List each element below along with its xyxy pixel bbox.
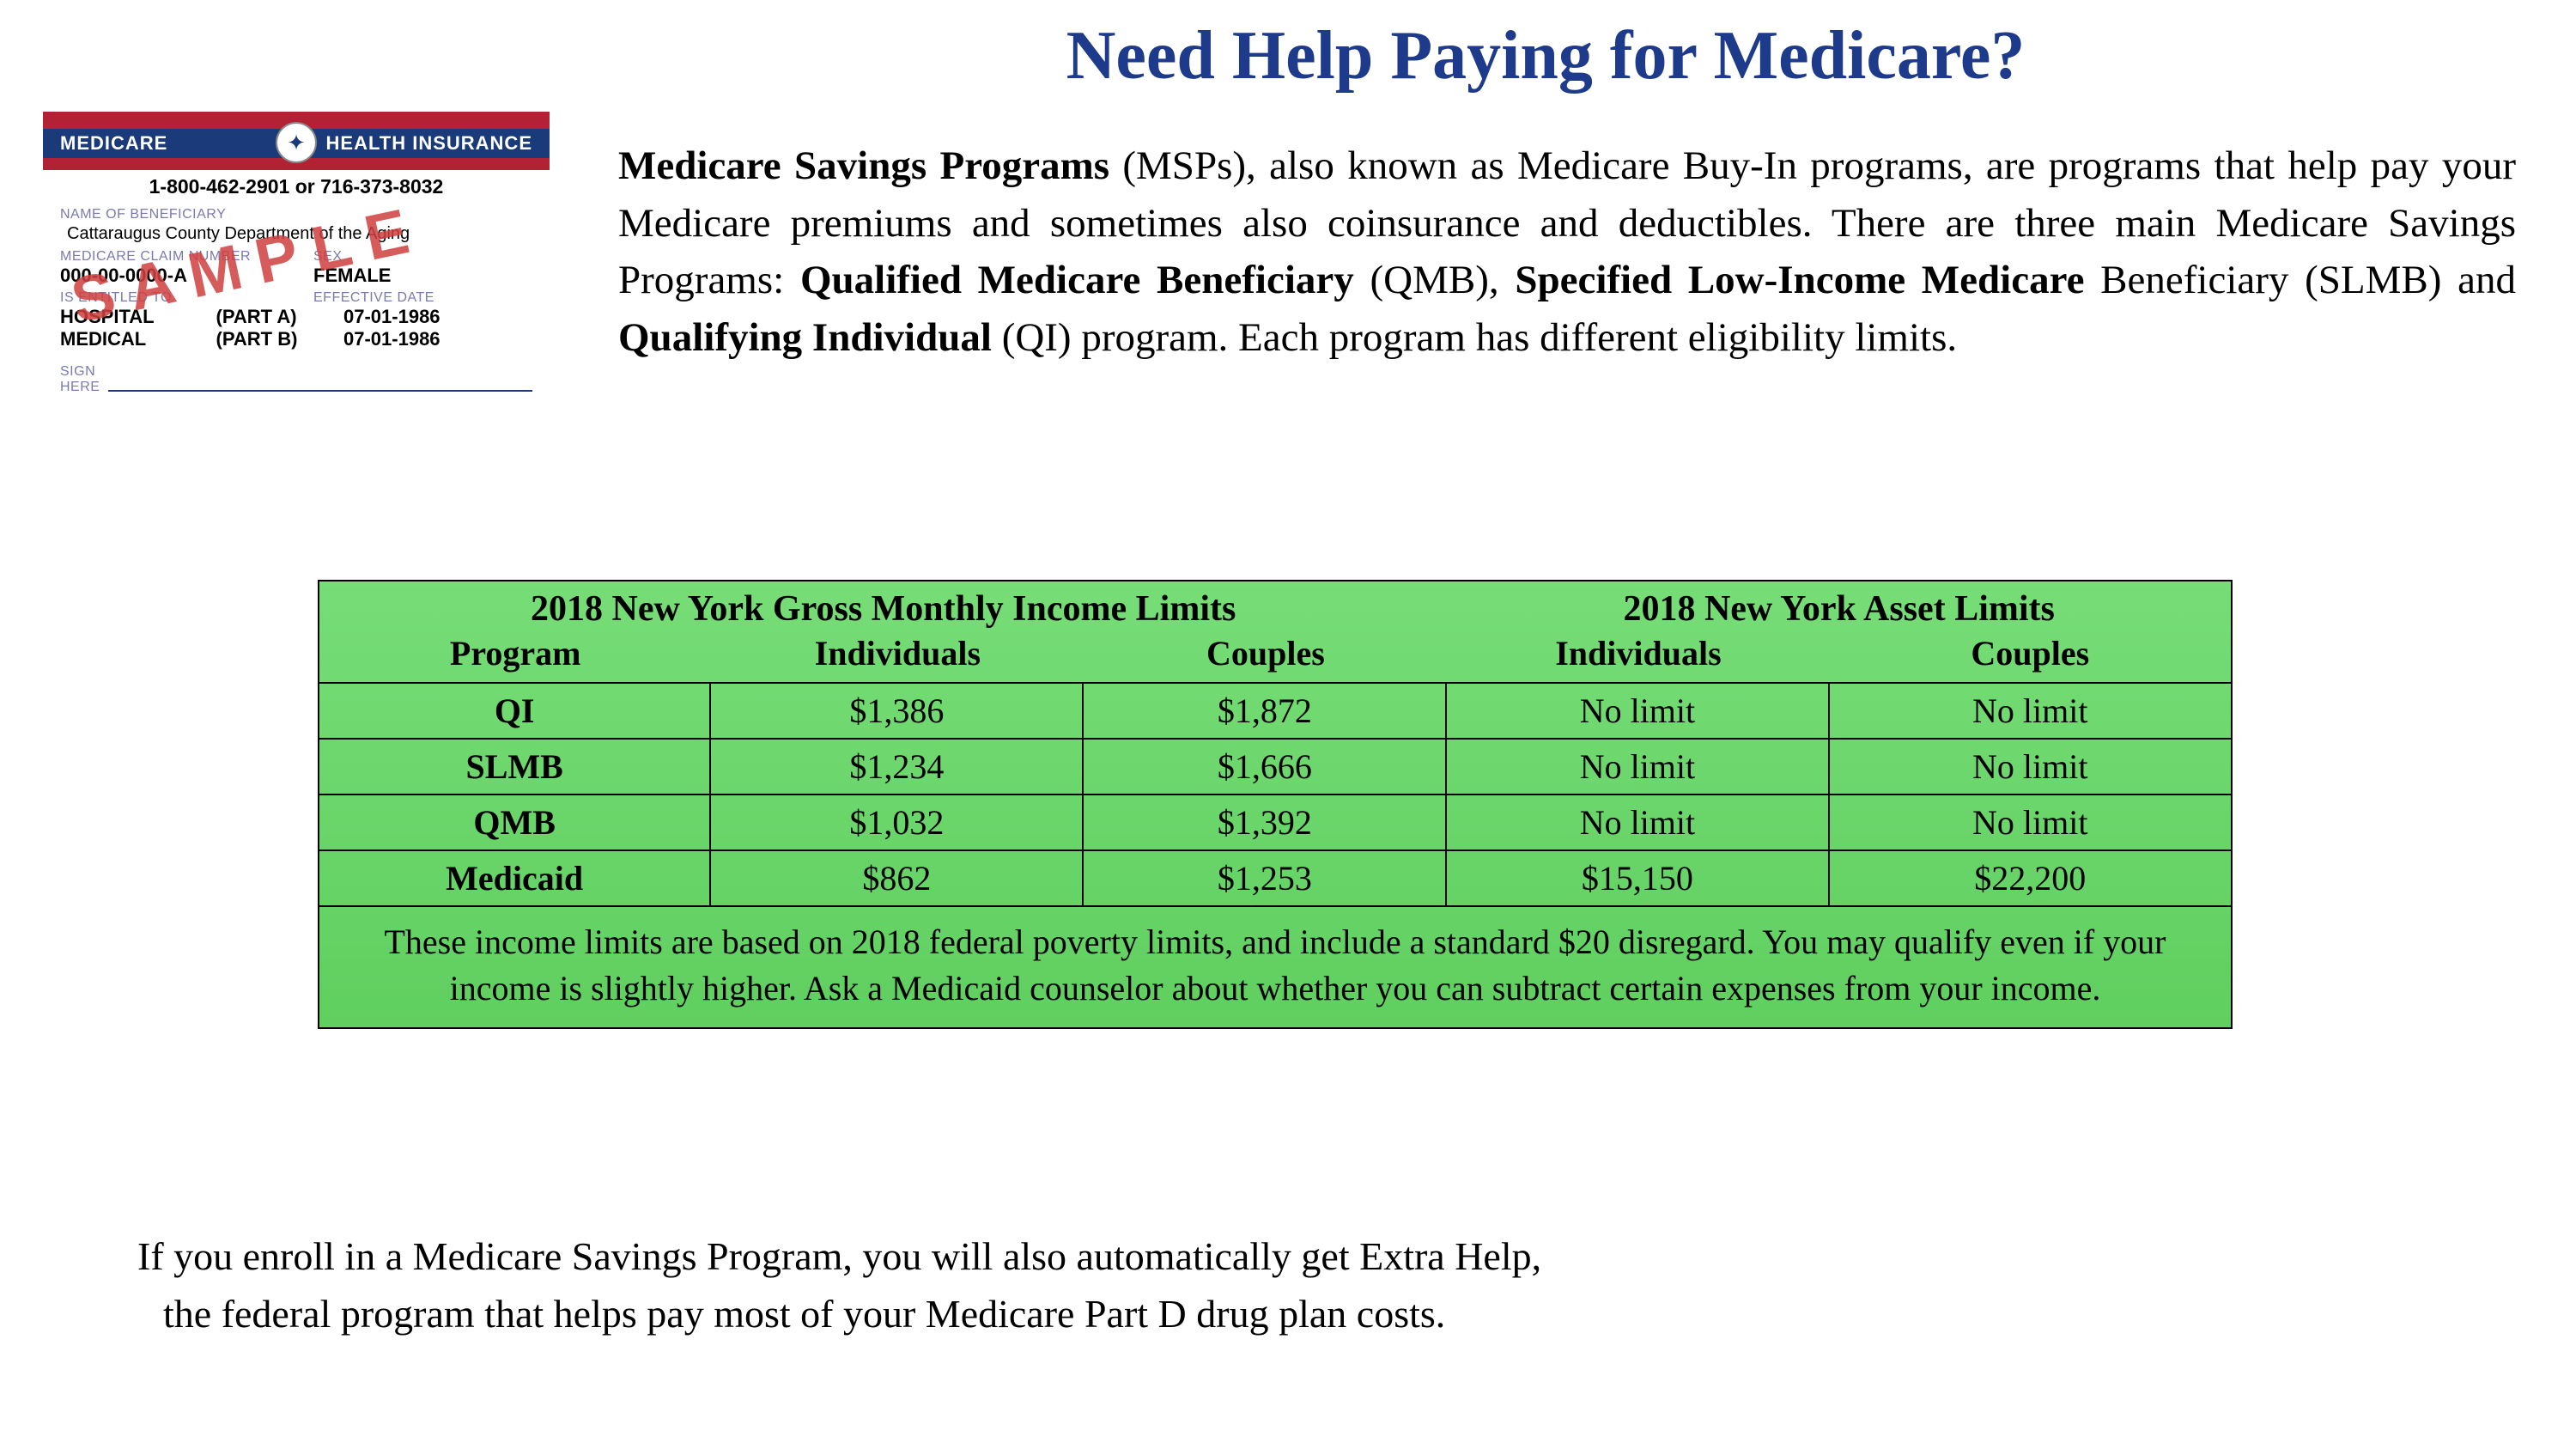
table-row: SLMB $1,234 $1,666 No limit No limit	[319, 738, 2231, 794]
card-name-label: NAME OF BENEFICIARY	[60, 207, 532, 222]
cell-cpl-income: $1,392	[1084, 795, 1447, 849]
card-signature-line	[108, 390, 532, 392]
cell-cpl-income: $1,666	[1084, 740, 1447, 794]
card-blue-stripe: MEDICARE ✦ HEALTH INSURANCE	[43, 129, 550, 158]
cell-cpl-income: $1,253	[1084, 851, 1447, 905]
col-individuals-income: Individuals	[711, 633, 1084, 673]
card-part-b: (PART B)	[216, 328, 344, 350]
table-header-income: 2018 New York Gross Monthly Income Limit…	[319, 588, 1447, 630]
card-date-b: 07-01-1986	[343, 328, 532, 350]
col-couples-income: Couples	[1084, 633, 1447, 673]
col-couples-asset: Couples	[1830, 633, 2231, 673]
cell-program: QMB	[319, 795, 711, 849]
card-date-a: 07-01-1986	[343, 306, 532, 328]
col-program: Program	[319, 633, 711, 673]
card-beneficiary-name: Cattaraugus County Department of the Agi…	[60, 222, 532, 249]
intro-paragraph: Medicare Savings Programs (MSPs), also k…	[618, 137, 2516, 367]
card-body: SAMPLE NAME OF BENEFICIARY Cattaraugus C…	[43, 204, 550, 404]
table-row: QI $1,386 $1,872 No limit No limit	[319, 682, 2231, 738]
cell-program: QI	[319, 684, 711, 738]
card-sign-label: SIGN	[60, 364, 100, 380]
limits-table: 2018 New York Gross Monthly Income Limit…	[318, 580, 2233, 1029]
card-claim-label: MEDICARE CLAIM NUMBER	[60, 249, 279, 265]
card-header-right: HEALTH INSURANCE	[326, 132, 532, 155]
intro-text-2: (QMB),	[1354, 258, 1516, 302]
cell-cpl-asset: $22,200	[1830, 851, 2231, 905]
cell-cpl-asset: No limit	[1830, 740, 2231, 794]
table-header-asset: 2018 New York Asset Limits	[1447, 588, 2231, 630]
cell-ind-income: $1,386	[711, 684, 1084, 738]
cell-program: SLMB	[319, 740, 711, 794]
card-part-a: (PART A)	[216, 306, 344, 328]
card-header-left: MEDICARE	[60, 132, 167, 155]
cell-ind-asset: No limit	[1447, 795, 1829, 849]
cell-ind-asset: $15,150	[1447, 851, 1829, 905]
footer-paragraph: If you enroll in a Medicare Savings Prog…	[137, 1228, 2456, 1342]
cell-ind-income: $862	[711, 851, 1084, 905]
cell-ind-income: $1,032	[711, 795, 1084, 849]
cell-ind-asset: No limit	[1447, 684, 1829, 738]
card-sex-value: FEMALE	[313, 265, 532, 287]
card-contact-line: 1-800-462-2901 or 716-373-8032	[43, 170, 550, 204]
medicare-sample-card: MEDICARE ✦ HEALTH INSURANCE 1-800-462-29…	[43, 112, 550, 404]
table-row: Medicaid $862 $1,253 $15,150 $22,200	[319, 849, 2231, 905]
cell-cpl-income: $1,872	[1084, 684, 1447, 738]
cell-ind-asset: No limit	[1447, 740, 1829, 794]
card-here-label: HERE	[60, 380, 100, 395]
cell-cpl-asset: No limit	[1830, 684, 2231, 738]
intro-text-3: Beneficiary (SLMB) and	[2084, 258, 2516, 302]
footer-line-2: the federal program that helps pay most …	[137, 1286, 2456, 1343]
card-hospital: HOSPITAL	[60, 306, 216, 328]
table-row: QMB $1,032 $1,392 No limit No limit	[319, 794, 2231, 849]
cell-cpl-asset: No limit	[1830, 795, 2231, 849]
intro-bold-slmb: Specified Low-Income Medicare	[1515, 258, 2084, 302]
card-effective-label: EFFECTIVE DATE	[313, 290, 532, 306]
table-footnote: These income limits are based on 2018 fe…	[319, 905, 2231, 1027]
table-column-header: Program Individuals Couples Individuals …	[319, 630, 2231, 682]
intro-bold-qi: Qualifying Individual	[618, 315, 992, 360]
table-super-header: 2018 New York Gross Monthly Income Limit…	[319, 581, 2231, 630]
intro-bold-qmb: Qualified Medicare Beneficiary	[800, 258, 1354, 302]
footer-line-1: If you enroll in a Medicare Savings Prog…	[137, 1228, 2456, 1286]
card-seal-icon: ✦	[276, 122, 317, 163]
page-title: Need Help Paying for Medicare?	[601, 17, 2490, 95]
card-sex-label: SEX	[313, 249, 532, 265]
intro-text-4: (QI) program. Each program has different…	[992, 315, 1957, 360]
col-individuals-asset: Individuals	[1447, 633, 1829, 673]
card-entitled-label: IS ENTITLED TO	[60, 290, 279, 306]
card-claim-number: 000-00-0000-A	[60, 265, 279, 287]
cell-ind-income: $1,234	[711, 740, 1084, 794]
card-medical: MEDICAL	[60, 328, 216, 350]
cell-program: Medicaid	[319, 851, 711, 905]
intro-bold-msp: Medicare Savings Programs	[618, 143, 1109, 188]
